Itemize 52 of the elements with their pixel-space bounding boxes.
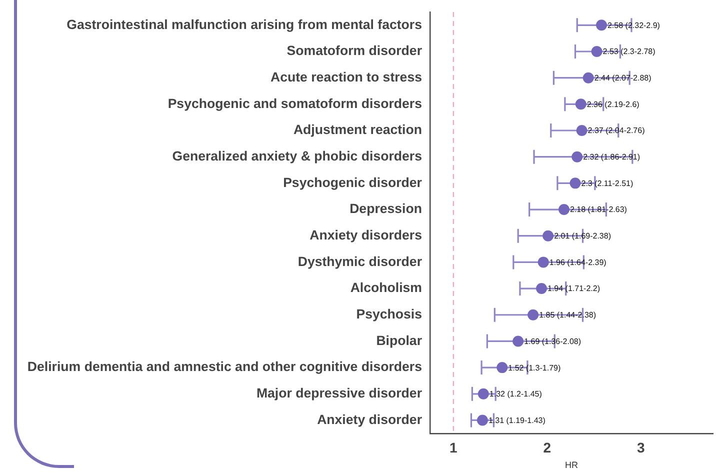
data-label: 1.94 (1.71-2.2) — [548, 284, 600, 294]
y-tick-label: Psychogenic and somatoform disorders — [168, 96, 422, 111]
y-tick-label: Psychosis — [356, 306, 422, 322]
point — [538, 256, 549, 268]
point — [528, 309, 539, 320]
x-tick-label: 2 — [543, 440, 552, 456]
data-label: 2.01 (1.69-2.38) — [554, 232, 612, 241]
y-tick-label: Major depressive disorder — [256, 386, 422, 401]
data-label: 2.53 (2.3-2.78) — [602, 47, 656, 56]
y-tick-label: Psychogenic disorder — [283, 174, 422, 190]
x-tick-label: 1 — [450, 440, 458, 456]
x-axis-title: HR — [565, 460, 578, 470]
y-tick-label: Dysthymic disorder — [298, 254, 422, 269]
data-label: 1.85 (1.44-2.38) — [539, 310, 596, 320]
y-tick-label: Somatoform disorder — [286, 43, 422, 58]
point — [536, 283, 548, 294]
data-label: 2.44 (2.07-2.88) — [594, 74, 652, 83]
data-label: 1.52 (1.3-1.79) — [508, 363, 561, 372]
y-tick-label: Acute reaction to stress — [270, 69, 422, 84]
point — [575, 98, 586, 110]
point — [478, 388, 489, 400]
point — [591, 46, 602, 57]
point — [582, 72, 594, 84]
point — [596, 20, 607, 31]
point — [542, 230, 554, 242]
data-label: 2.18 (1.81-2.63) — [570, 205, 628, 214]
y-tick-label: Adjustment reaction — [293, 122, 422, 138]
y-tick-label: Bipolar — [376, 332, 422, 348]
point — [512, 336, 524, 347]
data-label: 2.37 (2.04-2.76) — [588, 126, 646, 136]
point — [476, 414, 488, 426]
x-tick-label: 3 — [636, 440, 645, 456]
point — [570, 178, 581, 189]
data-label: 2.32 (1.86-2.91) — [583, 152, 640, 162]
y-tick-label: Anxiety disorders — [310, 228, 422, 243]
point — [558, 204, 570, 216]
data-label: 2.58 (2.32-2.9) — [607, 20, 660, 30]
y-tick-label: Delirium dementia and amnestic and other cognitive disorders — [27, 359, 422, 374]
y-tick-label: Generalized anxiety & phobic disorders — [172, 148, 422, 164]
data-label: 2.3 (2.11-2.51) — [581, 178, 634, 188]
y-tick-label: Anxiety disorder — [317, 412, 422, 427]
y-tick-label: Alcoholism — [350, 280, 422, 296]
data-label: 1.96 (1.64-2.39) — [549, 258, 607, 267]
point — [576, 125, 588, 136]
point — [496, 362, 508, 374]
data-label: 1.31 (1.19-1.43) — [488, 416, 546, 425]
point — [572, 151, 583, 162]
data-label: 1.69 (1.36-2.08) — [524, 336, 582, 346]
y-tick-label: Depression — [350, 201, 422, 216]
y-tick-label: Gastrointestinal malfunction arising from mental factors — [66, 16, 422, 32]
data-label: 2.36 (2.19-2.6) — [586, 100, 640, 109]
data-label: 1.32 (1.2-1.45) — [489, 390, 542, 399]
